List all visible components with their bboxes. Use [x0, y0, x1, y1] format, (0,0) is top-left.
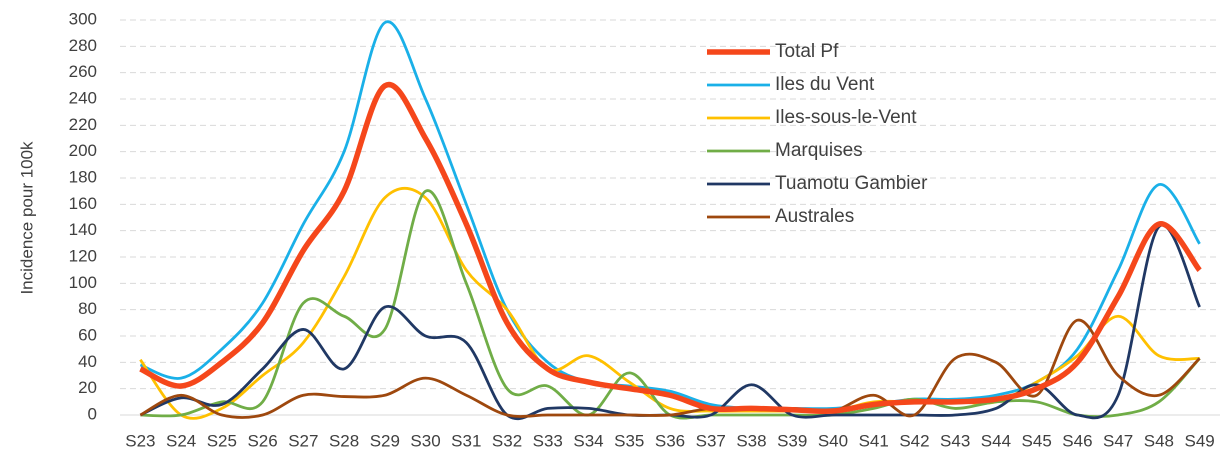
x-tick-label: S48: [1144, 431, 1174, 450]
y-tick-label: 160: [69, 194, 97, 213]
legend-label: Marquises: [775, 140, 863, 161]
x-tick-label: S42: [899, 431, 929, 450]
y-tick-label: 0: [88, 404, 97, 423]
x-tick-label: S39: [777, 431, 807, 450]
series-line: [139, 20, 1201, 411]
x-tick-label: S43: [940, 431, 970, 450]
x-tick-label: S24: [166, 431, 196, 450]
y-tick-label: 40: [78, 352, 97, 371]
series-line: [139, 223, 1201, 421]
x-tick-label: S47: [1103, 431, 1133, 450]
x-tick-label: S45: [1022, 431, 1052, 450]
x-tick-label: S35: [614, 431, 644, 450]
y-tick-label: 20: [78, 378, 97, 397]
series-line: [139, 318, 1201, 419]
x-tick-label: S40: [818, 431, 848, 450]
x-tick-label: S34: [573, 431, 603, 450]
x-tick-label: S25: [207, 431, 237, 450]
x-tick-label: S44: [981, 431, 1011, 450]
x-tick-label: S27: [288, 431, 318, 450]
x-tick-label: S36: [655, 431, 685, 450]
x-tick-label: S38: [736, 431, 766, 450]
y-tick-label: 80: [78, 299, 97, 318]
y-tick-label: 240: [69, 88, 97, 107]
x-tick-label: S29: [370, 431, 400, 450]
legend-label: Iles du Vent: [775, 74, 875, 95]
x-tick-label: S31: [451, 431, 481, 450]
legend-label: Total Pf: [775, 41, 839, 62]
y-tick-label: 140: [69, 220, 97, 239]
series-line: [139, 81, 1202, 415]
legend-label: Iles-sous-le-Vent: [775, 107, 917, 128]
y-tick-label: 260: [69, 62, 97, 81]
legend-label: Tuamotu Gambier: [775, 173, 928, 194]
y-tick-label: 300: [69, 9, 97, 28]
x-tick-label: S41: [859, 431, 889, 450]
x-tick-label: S49: [1185, 431, 1215, 450]
y-tick-label: 200: [69, 141, 97, 160]
x-tick-label: S32: [492, 431, 522, 450]
x-tick-label: S33: [533, 431, 563, 450]
y-tick-label: 60: [78, 325, 97, 344]
x-tick-label: S46: [1062, 431, 1092, 450]
x-tick-label: S37: [696, 431, 726, 450]
y-tick-label: 120: [69, 246, 97, 265]
y-tick-label: 280: [69, 36, 97, 55]
x-tick-label: S26: [247, 431, 277, 450]
legend-label: Australes: [775, 206, 854, 227]
x-tick-label: S30: [410, 431, 440, 450]
y-axis-label: Incidence pour 100k: [17, 141, 36, 295]
y-tick-label: 220: [69, 115, 97, 134]
x-tick-label: S28: [329, 431, 359, 450]
y-tick-label: 100: [69, 273, 97, 292]
y-tick-label: 180: [69, 167, 97, 186]
x-tick-label: S23: [125, 431, 155, 450]
